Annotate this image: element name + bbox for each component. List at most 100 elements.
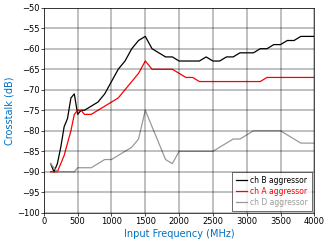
ch A aggressor xyxy=(79,109,83,112)
ch A aggressor xyxy=(143,60,147,62)
ch B aggressor xyxy=(110,80,114,83)
ch D aggressor xyxy=(49,162,53,165)
ch A aggressor xyxy=(164,68,167,71)
ch D aggressor xyxy=(238,138,242,140)
ch A aggressor xyxy=(258,80,262,83)
ch B aggressor xyxy=(89,105,93,108)
ch B aggressor xyxy=(265,47,269,50)
ch D aggressor xyxy=(245,133,249,136)
ch B aggressor xyxy=(197,60,201,62)
Line: ch A aggressor: ch A aggressor xyxy=(51,61,314,172)
ch D aggressor xyxy=(190,150,194,153)
ch A aggressor xyxy=(299,76,303,79)
ch B aggressor xyxy=(204,55,208,58)
ch A aggressor xyxy=(55,170,59,173)
ch A aggressor xyxy=(157,68,161,71)
ch D aggressor xyxy=(103,158,107,161)
ch B aggressor xyxy=(72,92,76,95)
ch B aggressor xyxy=(49,162,53,165)
ch B aggressor xyxy=(211,60,215,62)
ch B aggressor xyxy=(59,146,63,149)
ch B aggressor xyxy=(299,35,303,38)
ch A aggressor xyxy=(52,170,56,173)
ch B aggressor xyxy=(177,60,181,62)
ch D aggressor xyxy=(272,129,276,132)
ch D aggressor xyxy=(299,142,303,145)
ch A aggressor xyxy=(89,113,93,116)
ch D aggressor xyxy=(59,170,63,173)
ch D aggressor xyxy=(306,142,310,145)
Legend: ch B aggressor, ch A aggressor, ch D aggressor: ch B aggressor, ch A aggressor, ch D agg… xyxy=(232,172,312,211)
ch A aggressor xyxy=(279,76,283,79)
ch D aggressor xyxy=(265,129,269,132)
ch A aggressor xyxy=(137,72,140,75)
ch D aggressor xyxy=(72,170,76,173)
ch A aggressor xyxy=(292,76,296,79)
ch A aggressor xyxy=(76,109,80,112)
ch A aggressor xyxy=(170,68,174,71)
ch D aggressor xyxy=(143,109,147,112)
ch A aggressor xyxy=(59,162,63,165)
ch A aggressor xyxy=(231,80,235,83)
ch B aggressor xyxy=(245,51,249,54)
ch B aggressor xyxy=(164,55,167,58)
ch A aggressor xyxy=(251,80,255,83)
ch D aggressor xyxy=(218,146,222,149)
ch A aggressor xyxy=(49,170,53,173)
ch A aggressor xyxy=(211,80,215,83)
ch A aggressor xyxy=(116,96,120,99)
ch B aggressor xyxy=(103,92,107,95)
ch A aggressor xyxy=(96,109,100,112)
ch B aggressor xyxy=(285,39,289,42)
ch B aggressor xyxy=(238,51,242,54)
ch B aggressor xyxy=(79,109,83,112)
ch B aggressor xyxy=(143,35,147,38)
ch B aggressor xyxy=(306,35,310,38)
ch A aggressor xyxy=(204,80,208,83)
ch A aggressor xyxy=(65,142,69,145)
ch D aggressor xyxy=(89,166,93,169)
ch B aggressor xyxy=(65,117,69,120)
ch D aggressor xyxy=(251,129,255,132)
ch D aggressor xyxy=(52,166,56,169)
Line: ch B aggressor: ch B aggressor xyxy=(51,36,314,172)
ch D aggressor xyxy=(55,170,59,173)
X-axis label: Input Frequency (MHz): Input Frequency (MHz) xyxy=(124,229,234,239)
ch B aggressor xyxy=(251,51,255,54)
ch D aggressor xyxy=(231,138,235,140)
ch B aggressor xyxy=(130,47,134,50)
ch B aggressor xyxy=(55,162,59,165)
ch D aggressor xyxy=(110,158,114,161)
ch B aggressor xyxy=(137,39,140,42)
ch A aggressor xyxy=(272,76,276,79)
ch D aggressor xyxy=(258,129,262,132)
ch D aggressor xyxy=(292,138,296,140)
ch B aggressor xyxy=(292,39,296,42)
ch D aggressor xyxy=(211,150,215,153)
ch D aggressor xyxy=(62,170,66,173)
ch D aggressor xyxy=(150,125,154,128)
ch A aggressor xyxy=(306,76,310,79)
ch A aggressor xyxy=(238,80,242,83)
ch A aggressor xyxy=(285,76,289,79)
ch B aggressor xyxy=(157,51,161,54)
ch B aggressor xyxy=(312,35,316,38)
ch A aggressor xyxy=(103,105,107,108)
ch A aggressor xyxy=(83,113,87,116)
ch D aggressor xyxy=(177,150,181,153)
ch B aggressor xyxy=(170,55,174,58)
ch B aggressor xyxy=(123,60,127,62)
ch D aggressor xyxy=(65,170,69,173)
Y-axis label: Crosstalk (dB): Crosstalk (dB) xyxy=(4,76,14,145)
ch D aggressor xyxy=(137,138,140,140)
ch A aggressor xyxy=(197,80,201,83)
ch A aggressor xyxy=(224,80,228,83)
ch A aggressor xyxy=(245,80,249,83)
ch B aggressor xyxy=(279,43,283,46)
ch D aggressor xyxy=(312,142,316,145)
ch D aggressor xyxy=(123,150,127,153)
ch D aggressor xyxy=(83,166,87,169)
ch D aggressor xyxy=(279,129,283,132)
ch A aggressor xyxy=(123,88,127,91)
ch D aggressor xyxy=(130,146,134,149)
